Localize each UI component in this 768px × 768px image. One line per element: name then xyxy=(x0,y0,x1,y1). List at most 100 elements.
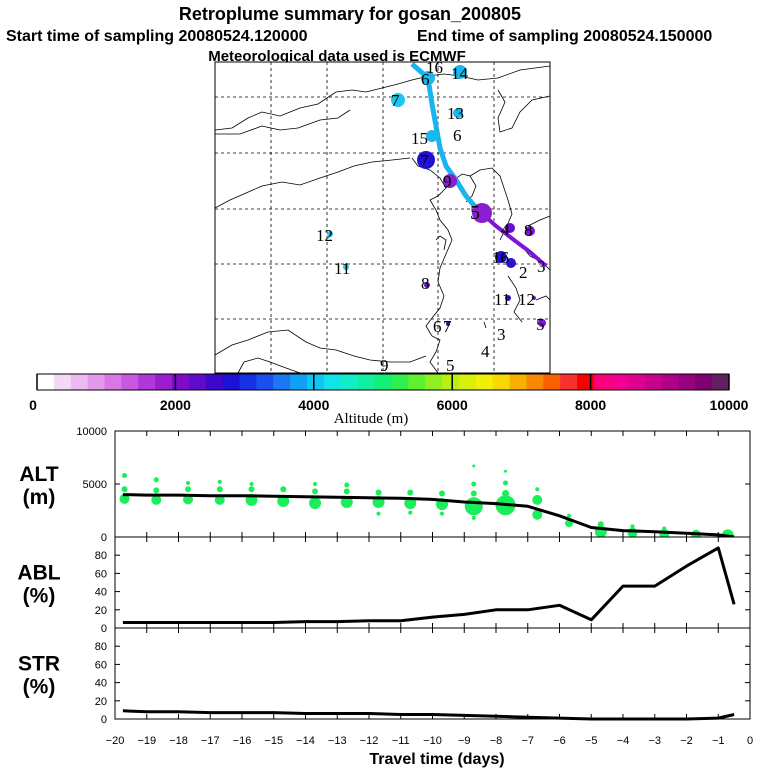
map-dot xyxy=(327,231,333,237)
colorbar-tick-label: 2000 xyxy=(160,397,191,413)
colorbar-swatch xyxy=(661,374,679,390)
plume-point xyxy=(407,489,414,496)
colorbar-swatch xyxy=(509,374,527,390)
abl-series-line xyxy=(122,546,736,624)
colorbar-swatch xyxy=(526,374,544,390)
plume-point xyxy=(340,496,353,509)
colorbar-tick-label: 8000 xyxy=(575,397,606,413)
plume-point xyxy=(597,521,604,528)
map-dot xyxy=(506,258,516,268)
plume-point xyxy=(535,487,540,492)
x-tick-label: −13 xyxy=(328,735,347,747)
y-tick-label: 5000 xyxy=(83,479,107,491)
map-dot xyxy=(525,226,535,236)
plume-point xyxy=(344,482,350,488)
colorbar-swatch xyxy=(425,374,443,390)
map-dot xyxy=(453,65,467,79)
colorbar-swatch xyxy=(188,374,207,390)
colorbar-swatch xyxy=(475,374,494,390)
map-dot xyxy=(424,282,430,288)
colorbar-swatch xyxy=(458,374,477,390)
colorbar-swatch xyxy=(104,374,122,390)
map-dot xyxy=(453,108,463,118)
plume-point xyxy=(217,479,222,484)
colorbar-swatch xyxy=(307,374,325,390)
map-label-4b: 4 xyxy=(481,342,490,361)
map-label-5: 5 xyxy=(470,202,480,224)
x-tick-label: −10 xyxy=(423,735,442,747)
map-label-8: 8 xyxy=(524,221,533,240)
trajectory-line-cyan xyxy=(410,62,480,212)
x-tick-label: −15 xyxy=(264,735,283,747)
colorbar-swatch xyxy=(222,374,240,390)
plume-point xyxy=(567,513,572,518)
plume-point xyxy=(343,488,350,495)
x-axis-title: Travel time (days) xyxy=(369,751,504,768)
map-dot xyxy=(472,203,492,223)
colorbar-swatch xyxy=(492,374,510,390)
map-label-15: 15 xyxy=(411,129,428,148)
map-label-14: 14 xyxy=(451,64,469,83)
colorbar-swatch xyxy=(712,374,730,390)
plume-point xyxy=(153,487,160,494)
colorbar-tick-label: 0 xyxy=(29,397,37,413)
colorbar-swatch xyxy=(644,374,662,390)
colorbar-swatch xyxy=(340,374,359,390)
y-axis-label: ALT xyxy=(19,463,58,486)
plume-point xyxy=(185,486,192,493)
plume-point xyxy=(313,482,318,486)
plume-point xyxy=(122,473,128,479)
start-sampling-text: Start time of sampling 20080524.120000 xyxy=(6,28,308,45)
colorbar-swatch xyxy=(560,374,578,390)
map-label-13: 13 xyxy=(447,104,464,123)
x-tick-label: −9 xyxy=(458,735,471,747)
y-axis-unit: (m) xyxy=(23,486,56,509)
map-grid xyxy=(215,62,550,373)
y-axis-label: STR xyxy=(18,653,60,676)
plume-point xyxy=(121,486,128,493)
y-tick-label: 80 xyxy=(95,641,107,653)
y-tick-label: 0 xyxy=(101,714,107,726)
plume-point xyxy=(439,490,446,497)
colorbar-swatch xyxy=(290,374,308,390)
x-tick-label: −4 xyxy=(617,735,630,747)
y-tick-label: 40 xyxy=(95,678,107,690)
plume-point xyxy=(183,494,194,505)
colorbar-swatch xyxy=(121,374,139,390)
altitude-series-line xyxy=(122,493,735,539)
colorbar-swatch xyxy=(172,374,190,390)
map-labels: 6 16 14 7 13 15 6 7 9 5 4 8 12 16 2 3 11… xyxy=(316,58,546,375)
x-tick-label: −11 xyxy=(392,735,410,747)
x-tick-label: −5 xyxy=(585,735,598,747)
altitude-colorbar xyxy=(36,373,730,391)
plume-point xyxy=(440,511,445,516)
plume-point xyxy=(627,527,638,538)
map-label-16: 16 xyxy=(426,58,443,77)
map-dot xyxy=(505,223,515,233)
plume-point xyxy=(277,494,290,507)
trajectory-dots xyxy=(327,65,546,327)
map-dot xyxy=(446,322,450,326)
x-tick-label: −17 xyxy=(201,735,220,747)
map-label-6c: 6 xyxy=(433,317,442,336)
map-label-16b: 16 xyxy=(492,248,509,267)
colorbar-swatch xyxy=(70,374,89,390)
colorbar-swatch xyxy=(593,374,612,390)
colorbar-tick-label: 4000 xyxy=(298,397,329,413)
figure-title: Retroplume summary for gosan_200805 xyxy=(179,4,521,24)
x-tick-label: −14 xyxy=(296,735,315,747)
colorbar-swatch xyxy=(323,374,342,390)
x-tick-label: −19 xyxy=(137,735,156,747)
map-dot xyxy=(343,264,349,270)
map-label-5c: 5 xyxy=(446,356,455,375)
colorbar-swatch xyxy=(256,374,274,390)
x-tick-label: −1 xyxy=(712,735,725,747)
map-dot xyxy=(421,71,435,85)
plume-point xyxy=(280,486,287,493)
plume-point xyxy=(532,494,543,505)
x-axis: −20 −19 −18 −17 −16 −15 −14 −13 −12 −11 −10 −9 −8 −7−… xyxy=(106,735,753,768)
map-label-6b: 6 xyxy=(453,126,462,145)
map-dot xyxy=(417,151,435,169)
end-sampling-text: End time of sampling 20080524.150000 xyxy=(417,28,712,45)
